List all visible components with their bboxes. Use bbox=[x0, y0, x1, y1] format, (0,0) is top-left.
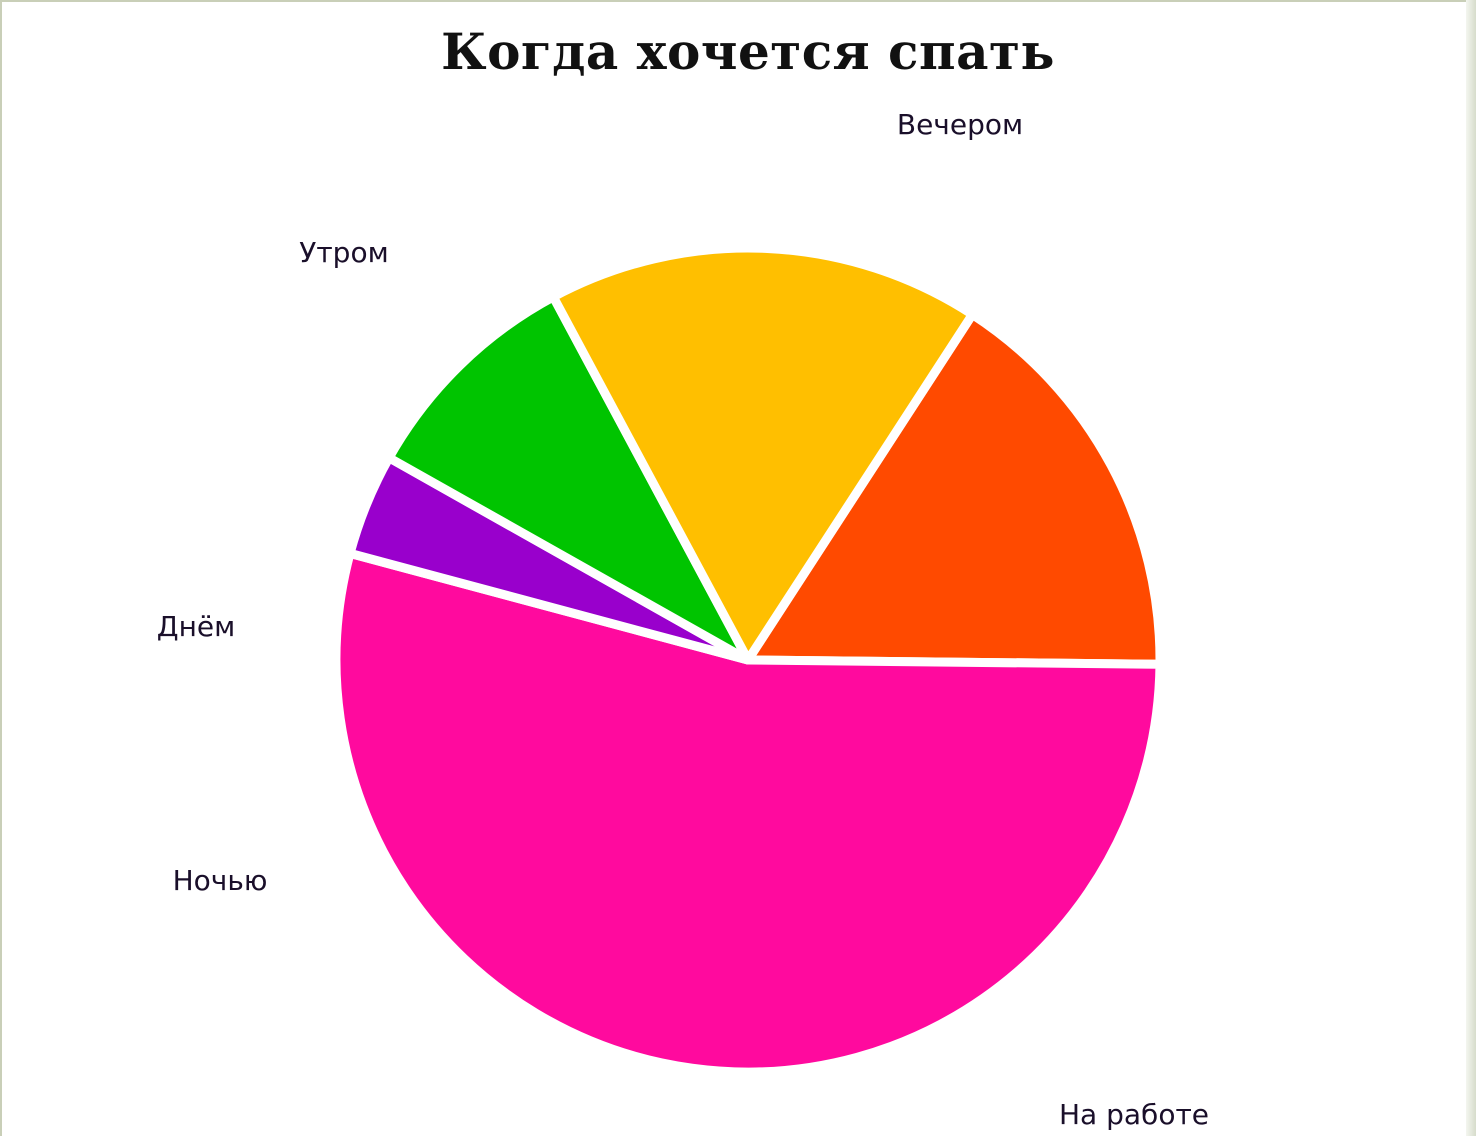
pie-slice-5 bbox=[548, 243, 977, 665]
window-edge bbox=[1466, 0, 1476, 1136]
slice-label-3: Ночью bbox=[173, 864, 268, 897]
chart-title: Когда хочется спать bbox=[441, 22, 1055, 81]
slice-label-1: Вечером bbox=[897, 108, 1023, 141]
pie-slice-2 bbox=[331, 548, 1165, 1077]
pie-slices bbox=[331, 243, 1165, 1077]
slice-label-4: Днём bbox=[157, 610, 236, 643]
slice-label-2: На работе bbox=[1059, 1098, 1209, 1131]
pie-slice-4 bbox=[384, 292, 753, 665]
pie-labels: Вечером На работе Ночью Днём Утром bbox=[157, 108, 1209, 1131]
pie-slice-1 bbox=[743, 309, 1165, 669]
slice-label-5: Утром bbox=[299, 236, 388, 269]
